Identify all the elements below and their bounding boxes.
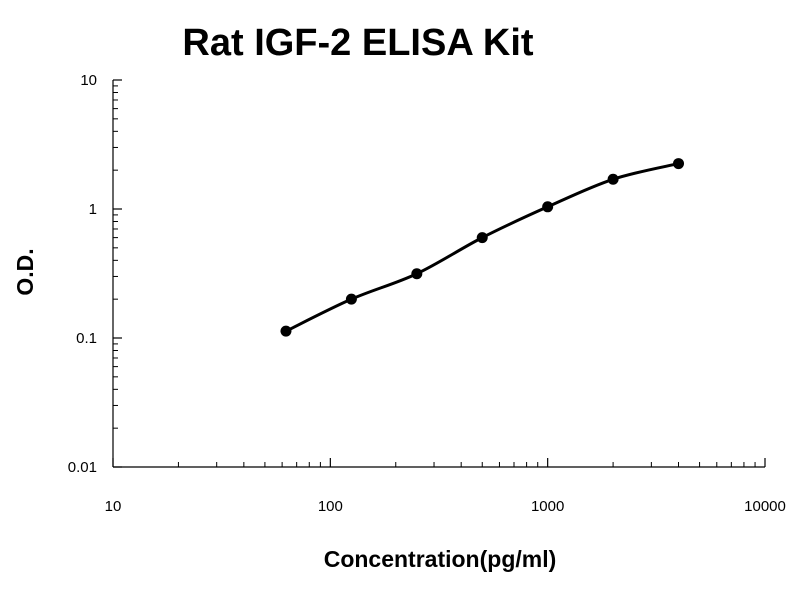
- y-tick-label: 0.01: [68, 459, 97, 476]
- y-tick-label: 10: [80, 72, 97, 89]
- axes: [112, 80, 765, 468]
- data-point: [411, 268, 423, 280]
- chart-title: Rat IGF-2 ELISA Kit: [182, 22, 534, 64]
- data-point: [476, 232, 488, 244]
- x-tick-label: 10000: [744, 498, 786, 515]
- data-point: [673, 158, 685, 170]
- y-axis-label: O.D.: [12, 248, 38, 295]
- axis-ticks: [112, 79, 766, 468]
- data-point: [607, 173, 619, 185]
- data-point: [542, 201, 554, 213]
- data-point: [280, 325, 292, 337]
- y-tick-label: 0.1: [76, 330, 97, 347]
- tick-labels: 0.01 0.1 1 10 10 100 1000 10000: [68, 72, 786, 515]
- x-tick-label: 100: [318, 498, 343, 515]
- x-axis-label: Concentration(pg/ml): [324, 546, 557, 572]
- x-tick-label: 1000: [531, 498, 564, 515]
- data-series: [280, 158, 685, 337]
- y-tick-label: 1: [89, 201, 97, 218]
- x-tick-label: 10: [105, 498, 122, 515]
- data-point: [345, 293, 357, 305]
- standard-curve-line: [284, 162, 681, 333]
